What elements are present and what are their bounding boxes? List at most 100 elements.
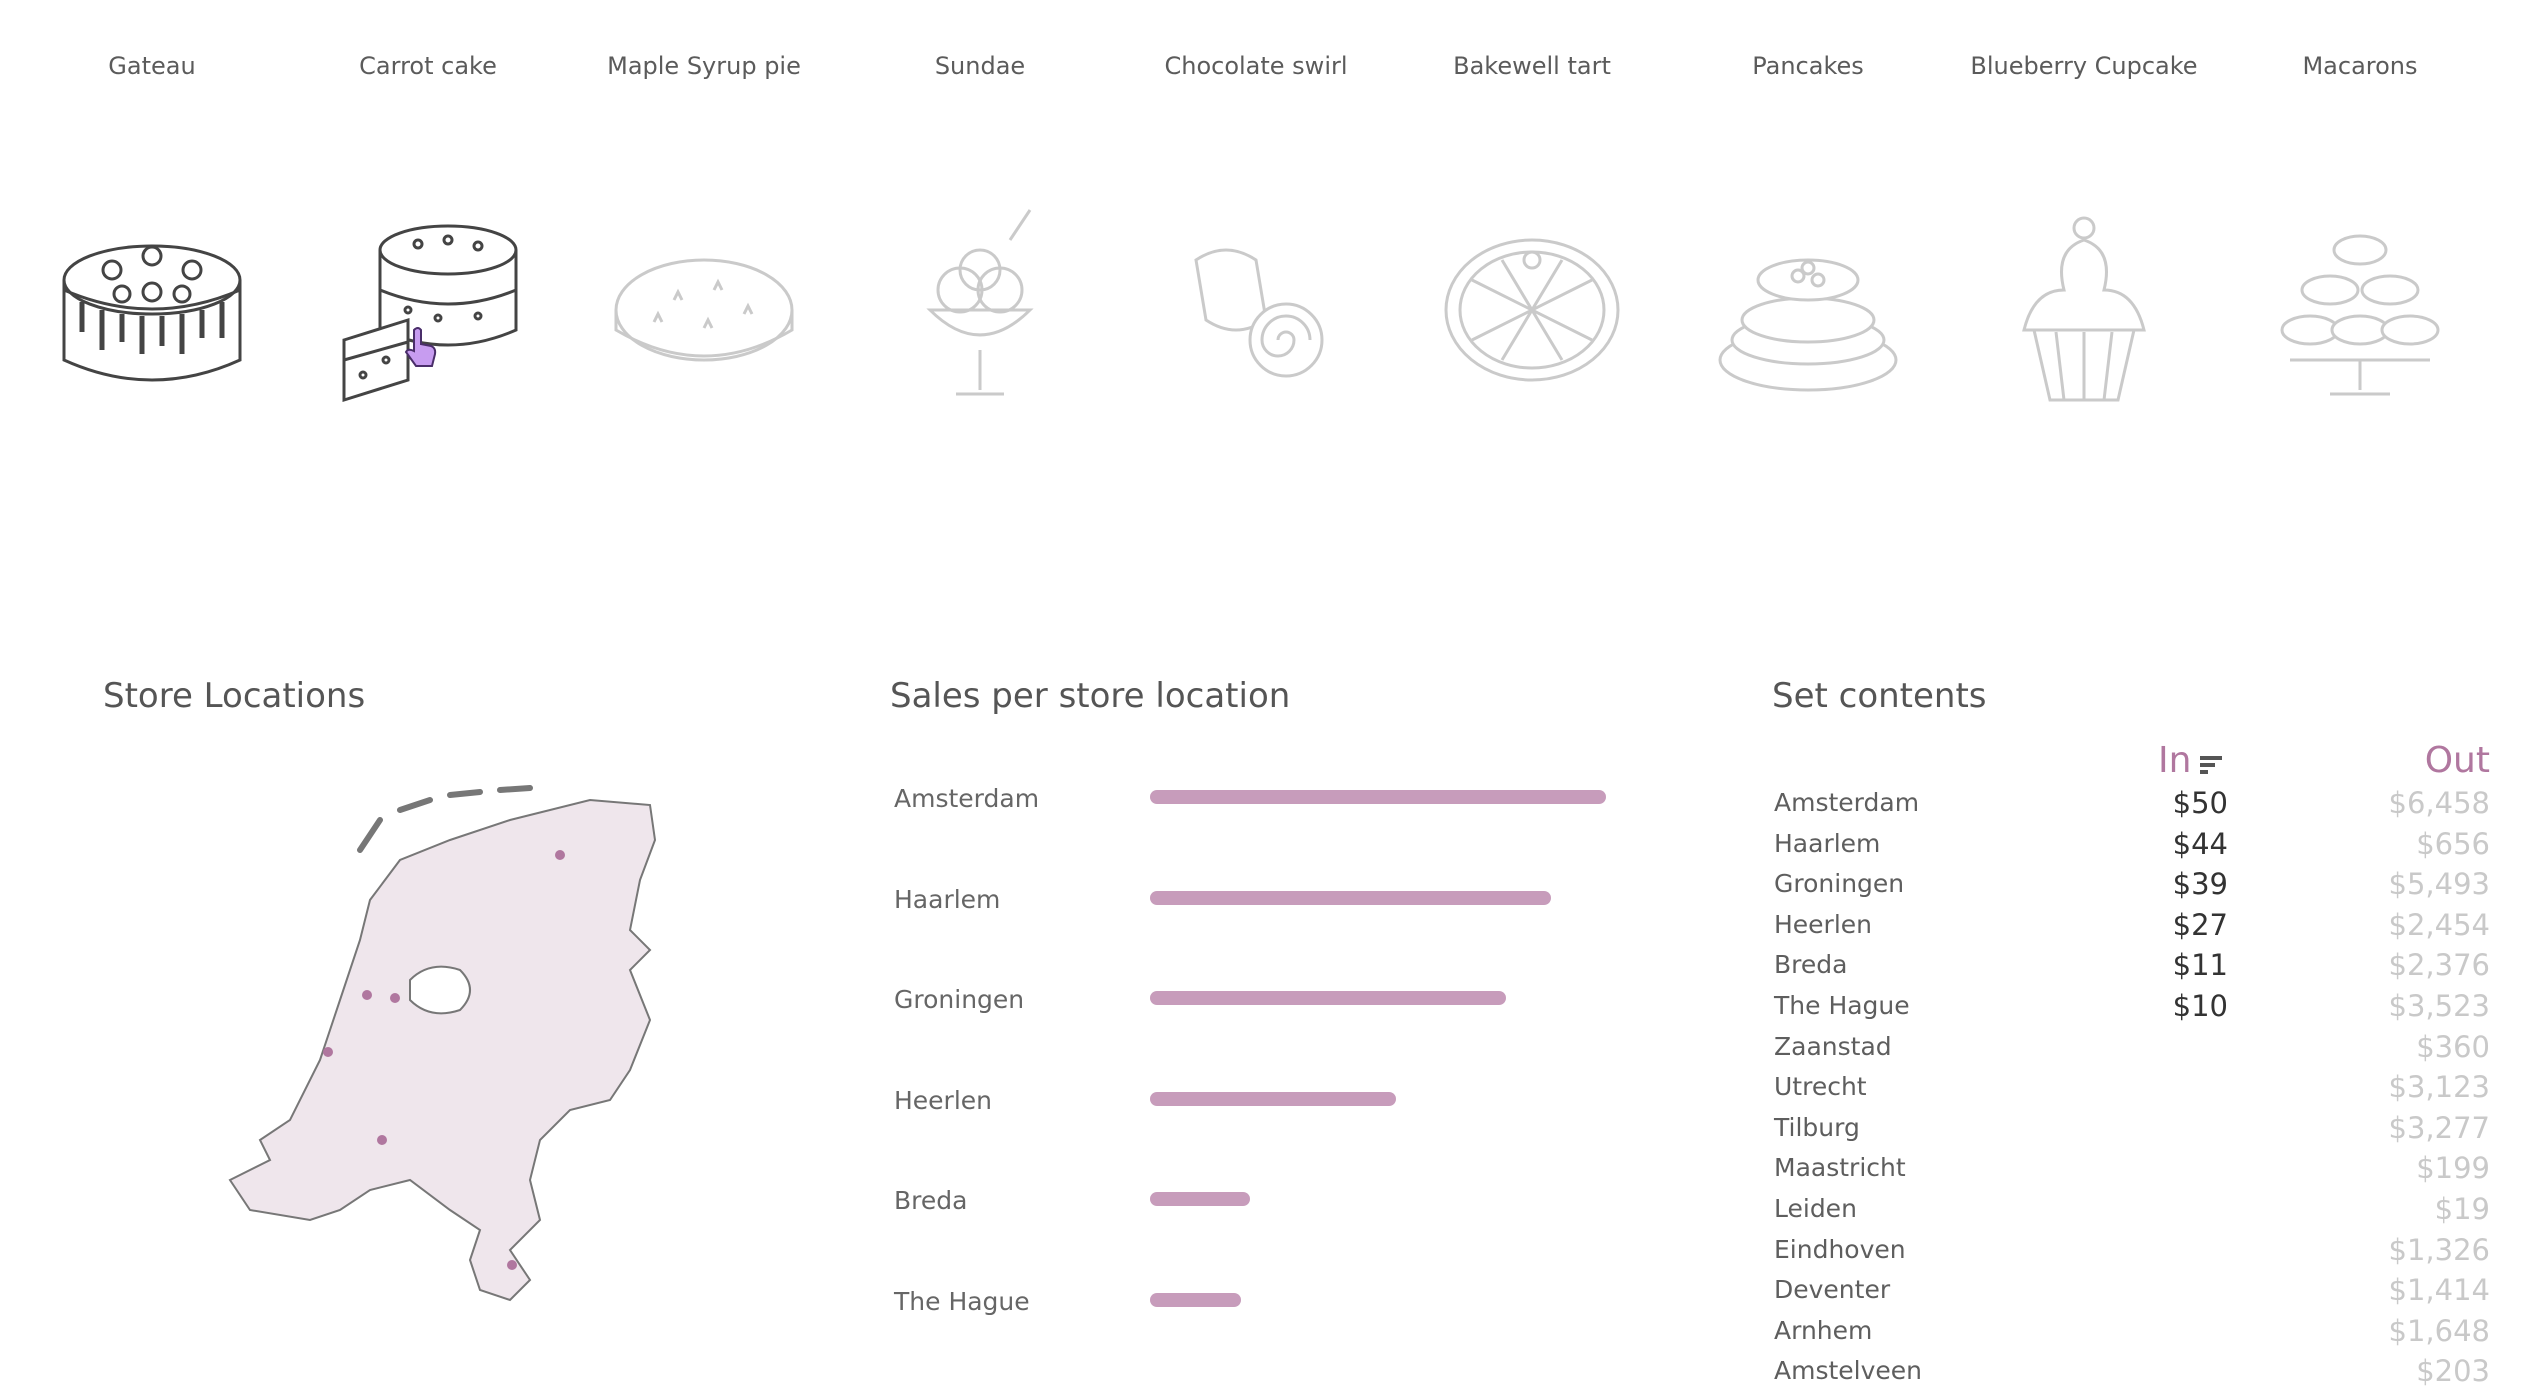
table-row[interactable]: Eindhoven $1,326 (1770, 1232, 2490, 1275)
dessert-label: Carrot cake (359, 52, 497, 80)
cell-in: $27 (2172, 907, 2228, 942)
cell-city: The Hague (1774, 991, 1910, 1020)
table-row[interactable]: The Hague $10 $3,523 (1770, 989, 2490, 1031)
store-marker (507, 1260, 517, 1270)
dessert-selector: Gateau Carrot cake (0, 0, 2529, 560)
table-row[interactable]: Groningen $39 $5,493 (1770, 867, 2490, 909)
bar-label: Breda (894, 1186, 968, 1215)
bar-label: Amsterdam (894, 784, 1040, 813)
cell-out: $2,454 (2388, 907, 2490, 942)
table-row[interactable]: Maastricht $199 (1770, 1151, 2490, 1193)
cell-city: Breda (1774, 950, 1848, 980)
column-header-in[interactable]: In (2158, 740, 2192, 781)
netherlands-map[interactable] (210, 780, 670, 1310)
swiss-roll-icon (1166, 210, 1346, 410)
table-row[interactable]: Amstelveen $203 (1770, 1354, 2490, 1396)
store-marker (323, 1047, 333, 1057)
cell-in: $44 (2172, 826, 2228, 861)
dessert-sundae[interactable]: Sundae (842, 0, 1118, 480)
table-row[interactable]: Heerlen $27 $2,454 (1770, 907, 2490, 950)
dessert-blueberry-cupcake[interactable]: Blueberry Cupcake (1946, 0, 2222, 480)
table-row[interactable]: Zaanstad $360 (1770, 1029, 2490, 1072)
bar-label: Heerlen (894, 1085, 993, 1115)
dessert-carrot-cake[interactable]: Carrot cake (290, 0, 566, 480)
sales-bar[interactable] (1150, 1292, 1242, 1307)
table-row[interactable]: Leiden $19 (1770, 1192, 2490, 1234)
dessert-label: Bakewell tart (1453, 52, 1611, 80)
sundae-icon (890, 209, 1070, 410)
sales-bar[interactable] (1150, 890, 1552, 905)
cell-out: $203 (2416, 1354, 2490, 1389)
store-marker (377, 1135, 387, 1145)
cupcake-icon (1994, 210, 2174, 410)
cell-city: Amsterdam (1774, 788, 1920, 817)
cell-out: $1,648 (2388, 1313, 2490, 1348)
store-locations-title: Store Locations (103, 676, 366, 716)
cell-city: Maastricht (1774, 1153, 1906, 1183)
cell-out: $1,326 (2388, 1232, 2490, 1267)
cell-out: $2,376 (2388, 948, 2490, 983)
table-row[interactable]: Amsterdam $50 $6,458 (1770, 786, 2490, 828)
table-row[interactable]: Arnhem $1,648 (1770, 1313, 2490, 1356)
dessert-label: Blueberry Cupcake (1970, 52, 2198, 80)
dessert-pancakes[interactable]: Pancakes (1670, 0, 1946, 480)
dessert-label: Chocolate swirl (1164, 52, 1348, 80)
cell-out: $199 (2416, 1151, 2490, 1186)
sales-bar[interactable] (1150, 991, 1506, 1005)
set-contents-table: In Out Amsterdam $50 $6,458 Haarlem $44 $656 G… (1770, 740, 2510, 1390)
store-marker (555, 850, 565, 860)
store-marker (390, 993, 400, 1003)
dessert-label: Pancakes (1752, 52, 1864, 80)
cell-in: $39 (2172, 867, 2228, 902)
sales-bar[interactable] (1150, 1091, 1397, 1106)
cell-in: $50 (2172, 786, 2228, 820)
cell-city: Zaanstad (1774, 1031, 1892, 1061)
column-header-out[interactable]: Out (2424, 740, 2490, 781)
cell-out: $360 (2416, 1029, 2490, 1064)
dessert-label: Gateau (108, 52, 196, 80)
sort-descending-icon[interactable] (2200, 754, 2222, 776)
pie-icon (614, 210, 794, 410)
sales-bar[interactable] (1150, 1192, 1251, 1206)
cell-out: $1,414 (2388, 1273, 2490, 1308)
pancakes-icon (1718, 210, 1898, 410)
table-row[interactable]: Breda $11 $2,376 (1770, 948, 2490, 990)
cell-in: $10 (2172, 989, 2228, 1023)
dessert-bakewell-tart[interactable]: Bakewell tart (1394, 0, 1670, 480)
dessert-label: Maple Syrup pie (607, 52, 801, 80)
dessert-gateau[interactable]: Gateau (14, 0, 290, 480)
cell-city: Haarlem (1774, 828, 1881, 858)
cell-city: Deventer (1774, 1275, 1891, 1305)
macarons-icon (2270, 210, 2450, 410)
dessert-maple-syrup-pie[interactable]: Maple Syrup pie (566, 0, 842, 480)
cell-city: Heerlen (1774, 909, 1873, 939)
tart-icon (1442, 210, 1622, 410)
cell-city: Eindhoven (1774, 1234, 1906, 1264)
table-row[interactable]: Haarlem $44 $656 (1770, 826, 2490, 869)
dessert-macarons[interactable]: Macarons (2222, 0, 2498, 480)
bar-label: Haarlem (894, 884, 1001, 914)
sales-bar-chart[interactable]: Amsterdam Haarlem Groningen Heerlen Breda The… (886, 760, 1646, 1320)
cell-in: $11 (2172, 948, 2228, 983)
cell-city: Tilburg (1774, 1112, 1860, 1142)
cell-out: $3,523 (2388, 989, 2490, 1023)
table-row[interactable]: Tilburg $3,277 (1770, 1110, 2490, 1153)
cell-city: Leiden (1774, 1194, 1857, 1223)
dessert-chocolate-swirl[interactable]: Chocolate swirl (1118, 0, 1394, 480)
dessert-label: Macarons (2302, 52, 2418, 80)
table-row[interactable]: Utrecht $3,123 (1770, 1070, 2490, 1112)
netherlands-shape (228, 798, 657, 1302)
sales-bar[interactable] (1150, 790, 1606, 804)
table-row[interactable]: Deventer $1,414 (1770, 1273, 2490, 1315)
cell-city: Amstelveen (1774, 1356, 1923, 1386)
cell-out: $5,493 (2388, 867, 2490, 902)
cell-out: $6,458 (2388, 786, 2490, 820)
cell-out: $3,277 (2388, 1110, 2490, 1145)
cell-city: Utrecht (1774, 1072, 1867, 1102)
cell-city: Arnhem (1774, 1315, 1873, 1345)
bar-label: Groningen (894, 985, 1025, 1014)
cell-out: $3,123 (2388, 1070, 2490, 1105)
set-contents-title: Set contents (1772, 676, 1987, 716)
cell-city: Groningen (1774, 869, 1905, 899)
dessert-label: Sundae (934, 52, 1026, 80)
